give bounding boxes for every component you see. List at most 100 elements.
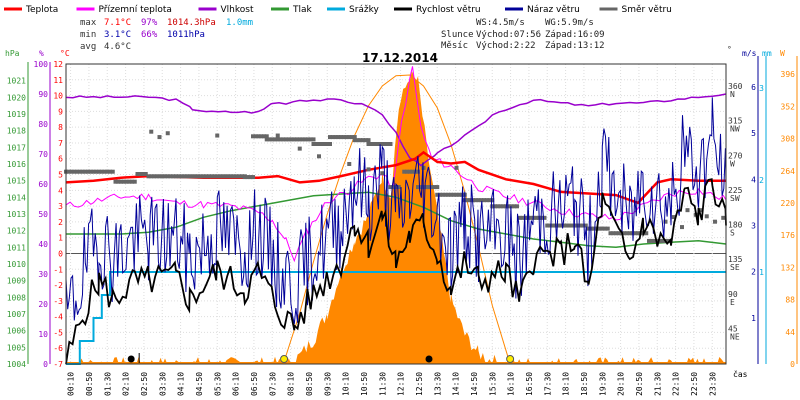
solar-tick-9: 0 <box>790 360 795 369</box>
wind-direction-point-60 <box>229 174 233 179</box>
wind-direction-point-61 <box>231 174 236 179</box>
wind-direction-point-145 <box>438 192 442 197</box>
wind-direction-point-106 <box>341 135 346 140</box>
wind-direction-point-64 <box>240 174 244 179</box>
wind-direction-point-214 <box>622 231 627 236</box>
time-tick-19: 12:50 <box>415 372 424 396</box>
unit-hpa: hPa <box>5 49 20 58</box>
wind-direction-point-90 <box>303 137 308 142</box>
axes-layer: 1021102010191018101710161015101410131012… <box>7 56 798 396</box>
wind-direction-point-51 <box>204 174 209 179</box>
wind-direction-point-149 <box>449 192 453 197</box>
wind-direction-point-210 <box>611 231 616 236</box>
stats-avg-label: avg <box>80 42 96 52</box>
moon-set: Západ:13:12 <box>545 41 605 51</box>
moon-label: Měsíc <box>441 41 468 51</box>
wind-direction-point-162 <box>482 198 486 203</box>
time-tick-33: 22:10 <box>672 372 681 396</box>
time-tick-23: 15:30 <box>488 372 497 396</box>
time-tick-2: 01:30 <box>103 372 112 396</box>
time-tick-30: 20:10 <box>617 372 626 396</box>
wind-direction-point-207 <box>603 226 607 231</box>
pressure-tick-7: 1014 <box>7 193 26 202</box>
wind-direction-point-70 <box>251 134 255 139</box>
wind-direction-point-124 <box>385 142 390 146</box>
time-tick-31: 20:50 <box>635 372 644 396</box>
time-tick-22: 14:50 <box>470 372 479 396</box>
wind-direction-point-174 <box>512 204 517 209</box>
wind-direction-point-4 <box>75 169 79 174</box>
wind-direction-point-100 <box>328 142 332 146</box>
humidity-tick-5: 50 <box>38 210 48 219</box>
series-layer <box>64 66 727 365</box>
legend-label-1: Přízemní teplota <box>99 5 172 15</box>
wind-direction-point-233 <box>165 131 170 136</box>
wind-direction-point-129 <box>396 185 401 190</box>
temp-tick-8: 4 <box>58 186 63 195</box>
wind-direction-point-96 <box>317 142 321 146</box>
wind-direction-point-137 <box>418 185 423 190</box>
temp-tick-6: 6 <box>58 155 63 164</box>
pressure-tick-17: 1004 <box>7 360 26 369</box>
humidity-tick-4: 60 <box>38 180 48 189</box>
wind-direction-point-13 <box>99 169 104 174</box>
wind-direction-point-92 <box>308 137 313 142</box>
humidity-tick-3: 70 <box>38 150 48 159</box>
time-tick-14: 09:30 <box>323 372 332 396</box>
wind-direction-point-6 <box>80 169 85 174</box>
wind-direction-point-29 <box>143 172 148 176</box>
stats-max-temp: 7.1°C <box>104 18 131 28</box>
direction-tick-3: 225 <box>728 186 743 195</box>
humidity-tick-2: 80 <box>38 120 48 129</box>
time-tick-18: 12:10 <box>397 372 406 396</box>
rain-tick-0: 3 <box>759 84 764 93</box>
wind-direction-point-161 <box>479 198 484 203</box>
humidity-line <box>65 93 727 167</box>
wind-direction-point-95 <box>314 142 319 146</box>
wind-direction-point-125 <box>388 142 393 146</box>
solar-tick-6: 132 <box>781 263 796 272</box>
legend-label-4: Srážky <box>349 5 380 15</box>
wind-direction-point-132 <box>407 169 412 174</box>
wind-direction-point-49 <box>198 174 203 179</box>
wind-direction-point-240 <box>380 171 385 176</box>
temp-tick-15: -3 <box>53 297 63 306</box>
wind-direction-point-167 <box>493 204 497 209</box>
wind-direction-point-101 <box>328 135 332 140</box>
temp-tick-19: -7 <box>53 360 63 369</box>
wind-direction-point-160 <box>476 198 481 203</box>
pressure-tick-4: 1017 <box>7 143 26 152</box>
direction-tick-2: 270 <box>728 151 743 160</box>
wind-direction-point-107 <box>344 135 349 140</box>
wind-direction-point-209 <box>608 231 613 236</box>
solar-tick-7: 88 <box>785 296 795 305</box>
time-tick-25: 16:50 <box>525 372 534 396</box>
wind-direction-point-44 <box>185 174 189 179</box>
wind-direction-point-151 <box>454 192 459 197</box>
wind-direction-point-165 <box>490 198 495 203</box>
pressure-tick-3: 1018 <box>7 127 26 136</box>
wind-direction-point-198 <box>578 223 583 228</box>
wind-direction-point-190 <box>556 223 561 228</box>
wind-direction-point-147 <box>443 192 448 197</box>
wind-direction-point-136 <box>416 185 420 190</box>
temp-tick-2: 10 <box>53 92 63 101</box>
rain-tick-1: 2 <box>759 176 764 185</box>
wind-direction-point-122 <box>380 142 385 146</box>
legend-label-2: Vlhkost <box>221 5 254 15</box>
time-tick-3: 02:10 <box>122 372 131 396</box>
direction-compass-7: NE <box>730 332 740 341</box>
sunset-icon <box>506 355 515 363</box>
solar-tick-8: 44 <box>785 328 795 337</box>
wind-direction-point-30 <box>146 174 151 179</box>
wind-direction-point-19 <box>116 179 121 184</box>
wind-direction-point-48 <box>196 174 200 179</box>
time-tick-24: 16:10 <box>507 372 516 396</box>
wind-direction-point-250 <box>713 219 717 224</box>
unit-percent: % <box>39 49 44 58</box>
wind-direction-point-62 <box>234 174 239 179</box>
wind-direction-point-143 <box>435 185 440 190</box>
wind-direction-point-170 <box>501 204 506 209</box>
time-tick-15: 10:10 <box>342 372 351 396</box>
stats-min-temp: 3.1°C <box>104 30 131 40</box>
